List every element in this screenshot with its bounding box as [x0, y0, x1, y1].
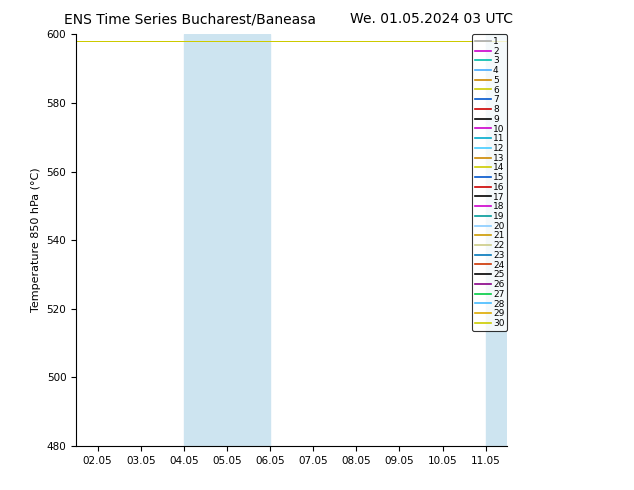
Legend: 1, 2, 3, 4, 5, 6, 7, 8, 9, 10, 11, 12, 13, 14, 15, 16, 17, 18, 19, 20, 21, 22, 2: 1, 2, 3, 4, 5, 6, 7, 8, 9, 10, 11, 12, 1… [472, 34, 507, 331]
Bar [486, 34, 507, 446]
Bar [184, 34, 270, 446]
Y-axis label: Temperature 850 hPa (°C): Temperature 850 hPa (°C) [31, 168, 41, 313]
Text: ENS Time Series Bucharest/Baneasa: ENS Time Series Bucharest/Baneasa [64, 12, 316, 26]
Text: We. 01.05.2024 03 UTC: We. 01.05.2024 03 UTC [349, 12, 513, 26]
